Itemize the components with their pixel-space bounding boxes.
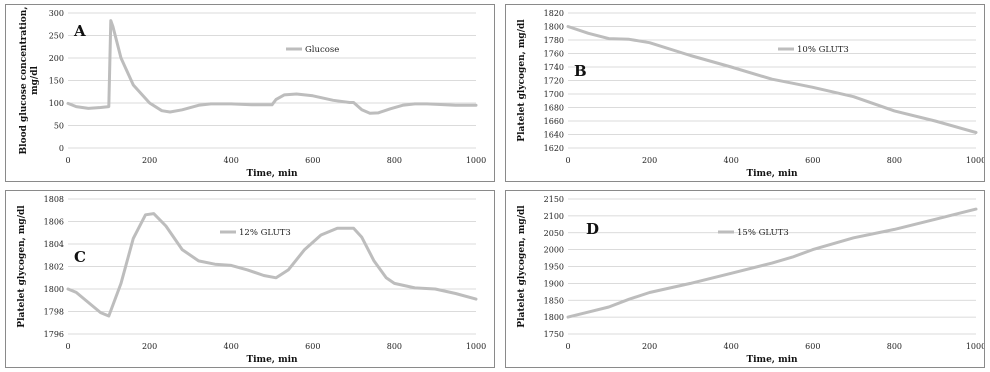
chart-b-svg: 1620 1640 1660 1680 1700 1720 1740 1760 1780 1800… bbox=[517, 9, 984, 179]
y-tick-label: 2000 bbox=[544, 246, 564, 255]
x-tick-label: 1000 bbox=[466, 156, 486, 165]
x-tick-label: 800 bbox=[887, 156, 902, 165]
y-axis-title: Platelet glycogen, mg/dl bbox=[17, 205, 27, 328]
x-tick-label: 400 bbox=[724, 342, 739, 351]
x-tick-label: 0 bbox=[65, 156, 70, 165]
chart-a-svg: 0 50 100 150 200 250 300 0 200 400 600 800 1000 Time,… bbox=[19, 7, 486, 179]
y-tick-label: 1620 bbox=[544, 144, 564, 153]
y-tick-label: 1796 bbox=[44, 330, 64, 339]
y-tick-label: 1800 bbox=[544, 313, 564, 322]
x-tick-label: 400 bbox=[224, 342, 239, 351]
y-tick-label: 2050 bbox=[544, 229, 564, 238]
y-axis-title: Blood glucose concentration,mg/dl bbox=[19, 7, 40, 155]
y-axis-title-line-2: mg/dl bbox=[30, 66, 40, 95]
x-axis-title: Time, min bbox=[246, 355, 298, 365]
legend-label: 15% GLUT3 bbox=[737, 228, 789, 238]
x-axis-title: Time, min bbox=[746, 355, 798, 365]
chart-panel-d: 1750 1800 1850 1900 1950 2000 2050 2100 2150 0 200… bbox=[505, 190, 985, 368]
y-tick-label: 1950 bbox=[544, 263, 564, 272]
y-tick-label: 1640 bbox=[544, 131, 564, 140]
y-axis-title-line-1: Blood glucose concentration, bbox=[19, 7, 29, 155]
y-tick-label: 1660 bbox=[544, 117, 564, 126]
y-tick-label: 0 bbox=[59, 144, 64, 153]
y-tick-label: 250 bbox=[49, 32, 64, 41]
x-tick-label: 1000 bbox=[466, 342, 486, 351]
legend-label: Glucose bbox=[305, 45, 339, 55]
x-tick-label: 200 bbox=[142, 342, 157, 351]
series-line bbox=[66, 19, 478, 115]
series-line bbox=[66, 212, 478, 318]
y-tick-label: 1798 bbox=[44, 308, 64, 317]
x-tick-label: 600 bbox=[805, 156, 820, 165]
y-tick-label: 150 bbox=[49, 77, 64, 86]
y-tick-label: 1780 bbox=[544, 36, 564, 45]
x-tick-label: 600 bbox=[305, 342, 320, 351]
x-tick-label: 200 bbox=[642, 342, 657, 351]
y-tick-label: 1804 bbox=[44, 240, 64, 249]
x-tick-label: 1000 bbox=[966, 156, 984, 165]
x-tick-label: 1000 bbox=[966, 342, 984, 351]
y-tick-label: 100 bbox=[49, 99, 64, 108]
chart-panel-b: 1620 1640 1660 1680 1700 1720 1740 1760 1780 1800… bbox=[505, 4, 985, 182]
x-tick-label: 0 bbox=[565, 342, 570, 351]
y-tick-label: 1680 bbox=[544, 104, 564, 113]
legend-label: 12% GLUT3 bbox=[239, 228, 291, 238]
x-tick-label: 600 bbox=[805, 342, 820, 351]
y-tick-label: 1802 bbox=[44, 263, 64, 272]
legend-label: 10% GLUT3 bbox=[797, 45, 849, 55]
y-tick-label: 1700 bbox=[544, 90, 564, 99]
y-tick-label: 1850 bbox=[544, 296, 564, 305]
chart-panel-a: 0 50 100 150 200 250 300 0 200 400 600 800 1000 Time,… bbox=[5, 4, 495, 182]
y-tick-label: 1750 bbox=[544, 330, 564, 339]
y-tick-label: 300 bbox=[49, 9, 64, 18]
chart-panel-c: 1796 1798 1800 1802 1804 1806 1808 0 200 400 600 80… bbox=[5, 190, 495, 368]
y-tick-label: 200 bbox=[49, 54, 64, 63]
chart-d-svg: 1750 1800 1850 1900 1950 2000 2050 2100 2150 0 200… bbox=[517, 195, 984, 365]
x-tick-label: 800 bbox=[387, 342, 402, 351]
y-axis-title: Platelet glycogen, mg/dl bbox=[517, 205, 527, 328]
y-tick-label: 1740 bbox=[544, 63, 564, 72]
x-tick-label: 600 bbox=[305, 156, 320, 165]
y-tick-label: 1720 bbox=[544, 77, 564, 86]
y-tick-label: 1800 bbox=[544, 23, 564, 32]
y-tick-label: 1760 bbox=[544, 50, 564, 59]
panel-label: B bbox=[574, 62, 587, 80]
x-tick-label: 200 bbox=[142, 156, 157, 165]
x-tick-label: 800 bbox=[887, 342, 902, 351]
panel-label: C bbox=[74, 248, 86, 266]
x-tick-label: 400 bbox=[224, 156, 239, 165]
x-tick-label: 800 bbox=[387, 156, 402, 165]
y-axis-title: Platelet glycogen, mg/dl bbox=[517, 19, 527, 142]
x-tick-label: 200 bbox=[642, 156, 657, 165]
y-tick-label: 1808 bbox=[44, 195, 64, 204]
panel-label: A bbox=[73, 22, 86, 40]
y-tick-label: 50 bbox=[54, 122, 64, 131]
y-tick-label: 1820 bbox=[544, 9, 564, 18]
chart-c-svg: 1796 1798 1800 1802 1804 1806 1808 0 200 400 600 80… bbox=[17, 195, 486, 365]
series-line bbox=[566, 207, 978, 319]
x-tick-label: 400 bbox=[724, 156, 739, 165]
y-tick-label: 2150 bbox=[544, 195, 564, 204]
x-axis-title: Time, min bbox=[746, 169, 798, 179]
panel-label: D bbox=[586, 220, 599, 238]
series-line bbox=[566, 25, 978, 134]
x-tick-label: 0 bbox=[65, 342, 70, 351]
x-axis-title: Time, min bbox=[246, 169, 298, 179]
y-tick-label: 2100 bbox=[544, 212, 564, 221]
y-tick-label: 1800 bbox=[44, 285, 64, 294]
y-tick-label: 1900 bbox=[544, 279, 564, 288]
y-tick-label: 1806 bbox=[44, 218, 64, 227]
x-tick-label: 0 bbox=[565, 156, 570, 165]
